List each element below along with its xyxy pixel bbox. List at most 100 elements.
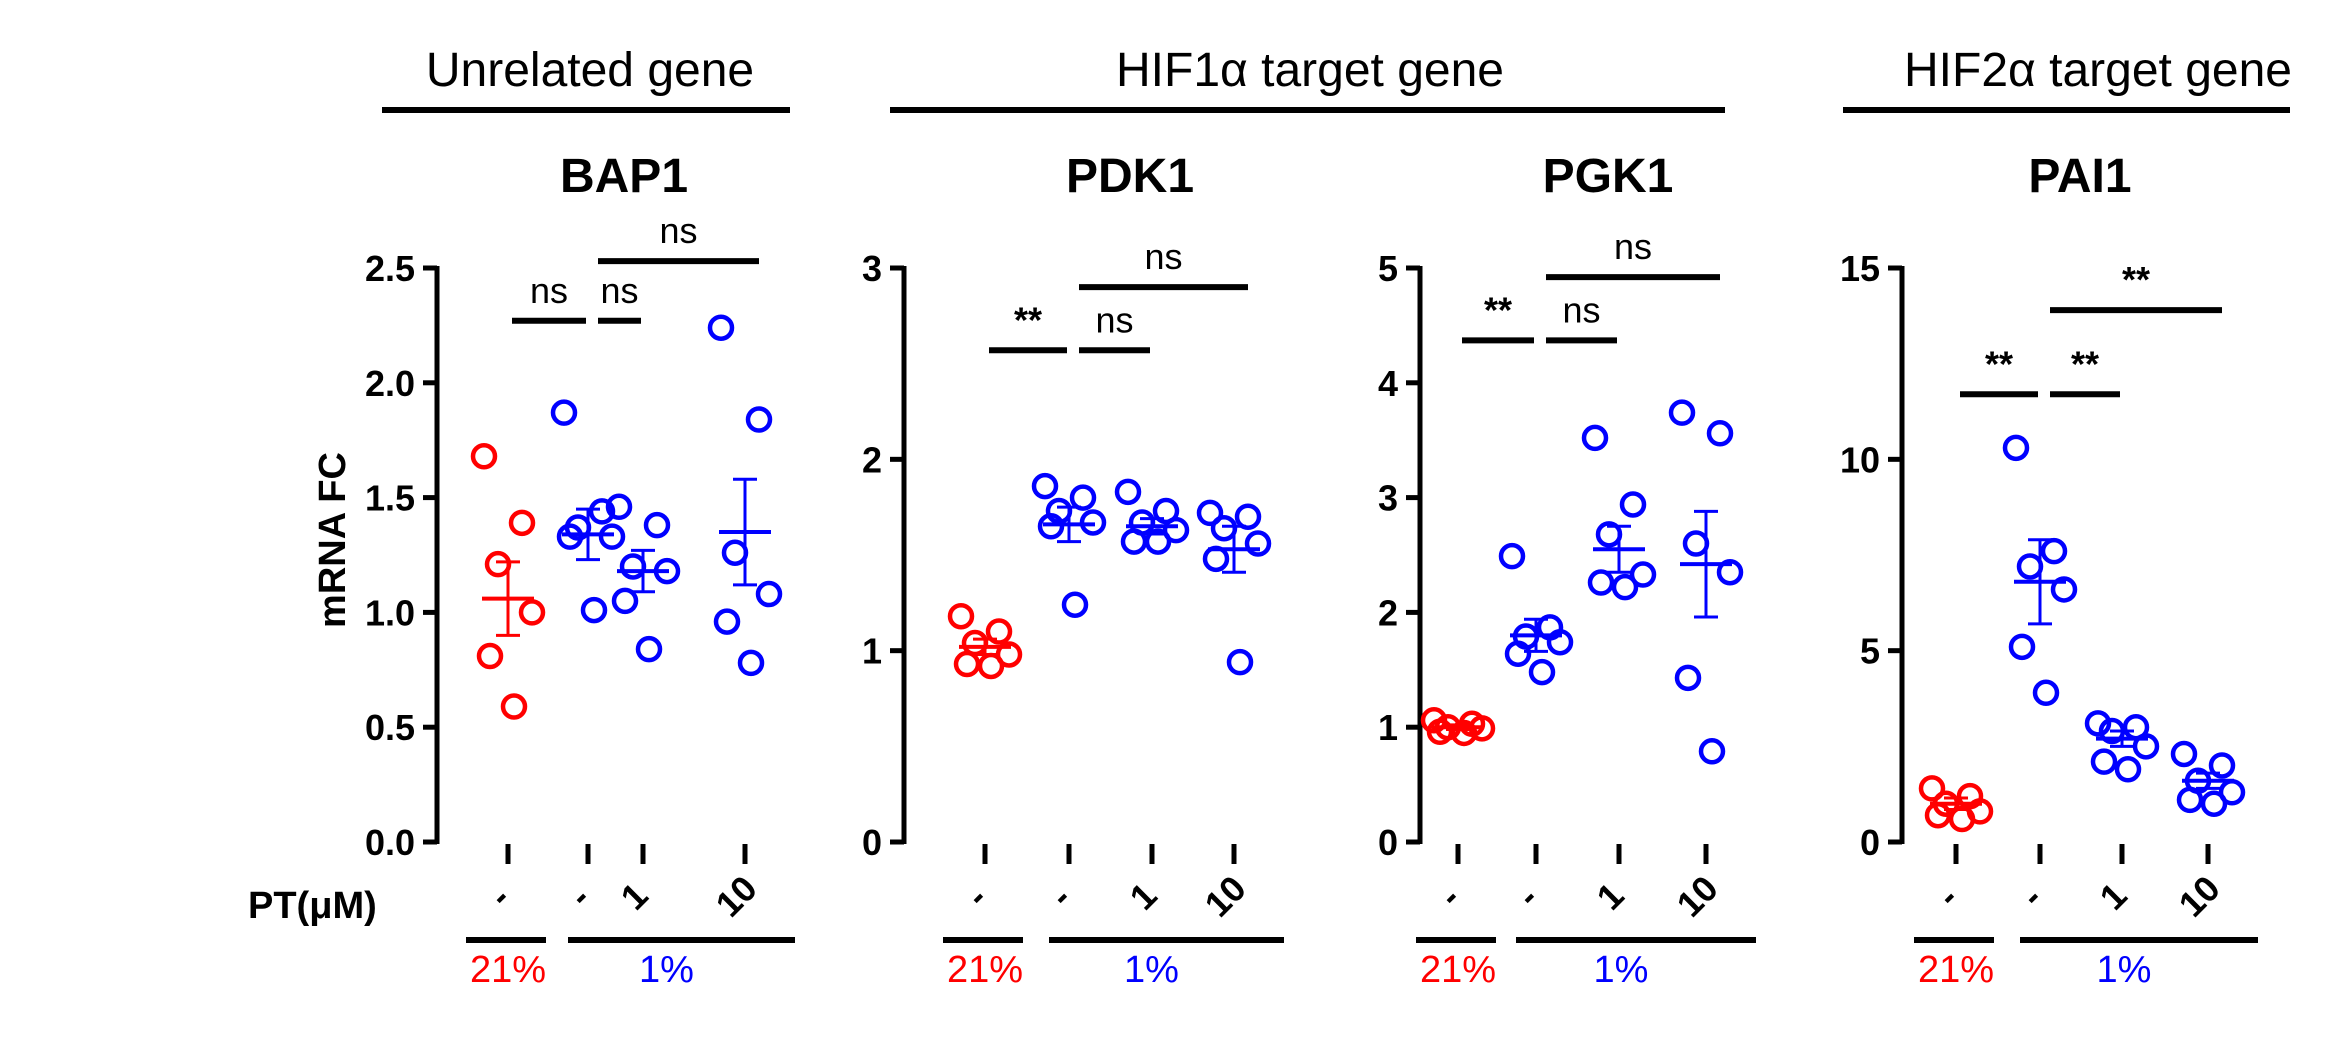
data-point — [2176, 786, 2204, 814]
data-point — [755, 580, 783, 608]
data-point — [1629, 561, 1657, 588]
significance-label: ** — [1985, 343, 2013, 384]
y-tick-label: 1 — [862, 631, 882, 672]
significance-label: ns — [659, 210, 697, 251]
data-point — [1162, 516, 1190, 544]
group-header-hif1a: HIF1α target gene — [1116, 44, 1504, 97]
data-point — [2114, 756, 2142, 783]
x-tick-label: 10 — [2171, 868, 2228, 925]
data-point — [977, 652, 1005, 680]
y-tick-label: 0 — [1860, 822, 1880, 863]
hypoxia-label: 1% — [2097, 949, 2152, 991]
treatment-label: PT(μM) — [248, 885, 377, 927]
data-point — [1587, 569, 1615, 596]
data-point — [500, 693, 528, 720]
normoxia-label: 21% — [1420, 949, 1496, 991]
data-point — [2170, 740, 2198, 768]
data-point — [1682, 530, 1710, 557]
data-point — [1668, 399, 1696, 426]
data-point — [508, 509, 536, 537]
data-point — [1031, 472, 1059, 500]
x-tick-label: 1 — [2092, 875, 2135, 918]
data-point — [1450, 719, 1478, 747]
y-axis-label: mRNA FC — [312, 452, 354, 628]
data-point — [737, 649, 765, 677]
data-point — [2200, 790, 2228, 817]
y-tick-label: 1.5 — [365, 478, 415, 519]
data-point — [1061, 591, 1089, 618]
x-tick-label: - — [2012, 877, 2049, 914]
x-tick-label: 1 — [613, 875, 656, 918]
data-point — [2050, 576, 2078, 603]
hypoxia-label: 1% — [639, 949, 694, 991]
data-point — [1114, 478, 1142, 506]
significance-label: ns — [1614, 226, 1652, 267]
y-tick-label: 0.5 — [365, 707, 415, 748]
y-tick-label: 10 — [1840, 439, 1880, 480]
data-point — [635, 635, 663, 663]
data-point — [605, 493, 633, 521]
data-point — [947, 602, 975, 630]
significance-label: ** — [1484, 289, 1512, 330]
data-point — [1698, 738, 1726, 765]
x-tick-label: - — [1041, 877, 1078, 914]
data-point — [721, 539, 749, 566]
significance-label: ns — [600, 270, 638, 311]
normoxia-label: 21% — [470, 949, 546, 991]
y-tick-label: 5 — [1860, 631, 1880, 672]
data-point — [1546, 628, 1574, 656]
data-point — [580, 596, 608, 624]
data-point — [550, 399, 578, 426]
significance-label: ** — [2071, 343, 2099, 384]
y-tick-label: 0 — [1378, 822, 1398, 863]
data-point — [1674, 664, 1702, 692]
data-point — [1226, 648, 1254, 676]
data-point — [2016, 553, 2044, 580]
data-point — [1498, 542, 1526, 570]
x-tick-label: 10 — [708, 868, 765, 925]
x-tick-label: - — [480, 877, 517, 914]
significance-label: ** — [1014, 299, 1042, 340]
data-point — [1144, 528, 1172, 555]
data-point — [1716, 558, 1744, 586]
data-point — [611, 587, 639, 615]
data-point — [2008, 633, 2036, 661]
panel-title: PAI1 — [2028, 150, 2131, 203]
data-point — [1581, 424, 1609, 452]
y-tick-label: 2.0 — [365, 363, 415, 404]
panel-title: BAP1 — [560, 150, 688, 203]
data-point — [1619, 491, 1647, 518]
y-tick-label: 1 — [1378, 707, 1398, 748]
data-point — [588, 498, 616, 525]
data-point — [745, 406, 773, 433]
x-tick-label: - — [560, 877, 597, 914]
significance-label: ns — [1144, 236, 1182, 277]
y-tick-label: 3 — [862, 248, 882, 289]
y-tick-label: 1.0 — [365, 592, 415, 633]
hypoxia-label: 1% — [1594, 949, 1649, 991]
data-point — [1234, 503, 1262, 530]
data-point — [2040, 537, 2068, 565]
data-point — [1918, 775, 1946, 802]
normoxia-label: 21% — [947, 949, 1023, 991]
data-point — [707, 314, 735, 341]
data-point — [470, 443, 498, 470]
data-point — [643, 511, 671, 539]
y-tick-label: 2 — [862, 439, 882, 480]
data-point — [619, 553, 647, 580]
data-point — [1196, 499, 1224, 527]
normoxia-label: 21% — [1918, 949, 1994, 991]
data-point — [484, 550, 512, 578]
x-tick-label: 10 — [1197, 868, 1254, 925]
y-tick-label: 3 — [1378, 478, 1398, 519]
data-point — [1528, 658, 1556, 686]
data-point — [1611, 573, 1639, 601]
x-tick-label: 1 — [1589, 875, 1632, 918]
y-tick-label: 5 — [1378, 248, 1398, 289]
data-point — [985, 618, 1013, 645]
data-point — [598, 523, 626, 550]
x-tick-label: - — [957, 877, 994, 914]
